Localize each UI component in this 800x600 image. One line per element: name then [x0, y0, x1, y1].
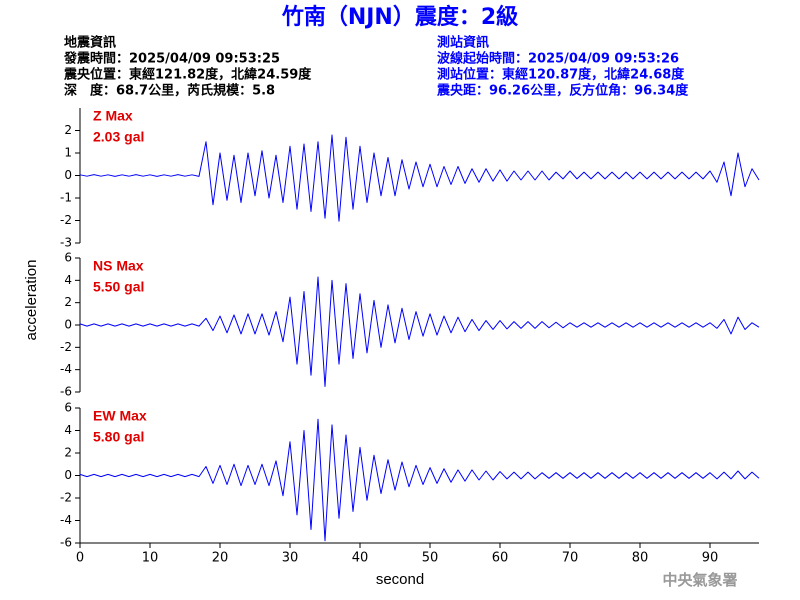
x-tick-label: 70	[562, 551, 579, 566]
y-tick-label: 6	[64, 251, 72, 265]
x-tick-label: 10	[142, 551, 159, 566]
x-tick-label: 60	[492, 551, 509, 566]
y-tick-label: -2	[60, 491, 72, 505]
y-tick-label: 2	[64, 295, 72, 309]
y-tick-label: 1	[64, 146, 72, 160]
y-tick-label: 2	[64, 446, 72, 460]
annotation: EW Max	[93, 408, 147, 424]
info-text: 波線起始時間：2025/04/09 09:53:26	[437, 51, 679, 67]
x-tick-label: 80	[632, 551, 649, 566]
info-text: 地震資訊	[64, 35, 116, 51]
info-text: 震央位置：東經121.82度，北緯24.59度	[63, 67, 312, 83]
annotation: 5.50 gal	[93, 279, 144, 295]
x-tick-label: 30	[282, 551, 299, 566]
waveform	[79, 418, 760, 542]
y-tick-label: -3	[60, 236, 72, 250]
info-text: 震央距：96.26公里，反方位角：96.34度	[436, 83, 689, 99]
x-tick-label: 90	[702, 551, 719, 566]
annotation: NS Max	[93, 258, 144, 274]
info-text: 深 度：68.7公里，芮氏規模：5.8	[64, 83, 275, 99]
y-tick-label: -6	[60, 385, 72, 399]
x-tick-label: 20	[212, 551, 229, 566]
x-tick-label: 0	[76, 551, 84, 566]
chart-title: 竹南（NJN）震度：2級	[281, 4, 518, 30]
y-axis-label: acceleration	[23, 260, 40, 341]
y-tick-label: 0	[64, 318, 72, 332]
y-tick-label: -2	[60, 213, 72, 227]
y-tick-label: -6	[60, 536, 72, 550]
annotation: 5.80 gal	[93, 429, 144, 445]
x-tick-label: 50	[422, 551, 439, 566]
waveform	[79, 134, 760, 222]
footer: 中央氣象署	[662, 571, 737, 589]
y-tick-label: 0	[64, 468, 72, 482]
y-tick-label: 6	[64, 401, 72, 415]
y-tick-label: 4	[64, 423, 72, 437]
y-tick-label: 4	[64, 273, 72, 287]
y-tick-label: 2	[64, 123, 72, 137]
y-tick-label: -1	[60, 191, 72, 205]
info-text: 測站位置：東經120.87度，北緯24.68度	[437, 67, 685, 83]
info-text: 發震時間：2025/04/09 09:53:25	[63, 51, 280, 67]
annotation: 2.03 gal	[93, 129, 144, 145]
y-tick-label: -4	[60, 513, 72, 527]
x-tick-label: 40	[352, 551, 369, 566]
y-tick-label: -2	[60, 340, 72, 354]
annotation: Z Max	[93, 108, 133, 124]
y-tick-label: 0	[64, 168, 72, 182]
info-text: 測站資訊	[437, 35, 489, 51]
x-axis-label: second	[376, 571, 424, 588]
y-tick-label: -4	[60, 362, 72, 376]
waveform	[79, 276, 760, 387]
